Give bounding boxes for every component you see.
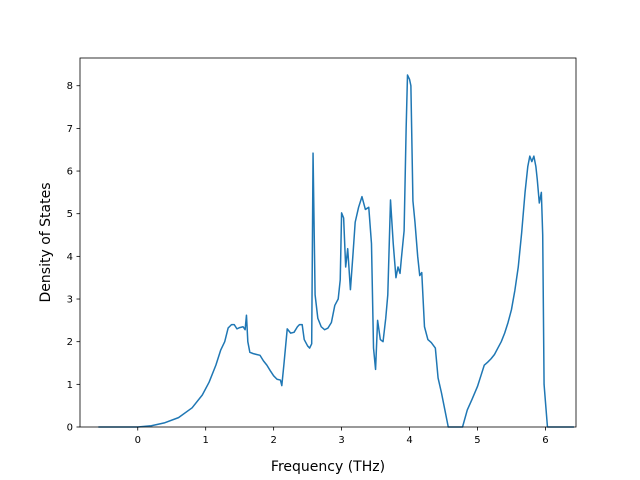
plot-area xyxy=(80,58,576,427)
y-tick-label: 1 xyxy=(67,380,73,391)
y-tick-label: 4 xyxy=(67,252,73,263)
x-tick-label: 1 xyxy=(203,435,209,446)
x-tick-label: 0 xyxy=(135,435,141,446)
series-layer xyxy=(98,74,574,428)
y-tick-label: 8 xyxy=(67,81,73,92)
x-axis-ticks: 0 1 2 3 4 5 6 xyxy=(135,427,549,446)
y-tick-label: 7 xyxy=(67,124,73,135)
axes-frame xyxy=(79,57,577,428)
y-axis-label: Density of States xyxy=(38,183,54,303)
y-tick-label: 0 xyxy=(67,423,73,434)
y-tick-label: 2 xyxy=(67,337,73,348)
x-tick-label: 2 xyxy=(270,435,276,446)
x-tick-label: 4 xyxy=(406,435,412,446)
x-axis-label: Frequency (THz) xyxy=(271,459,385,475)
x-tick-label: 3 xyxy=(338,435,344,446)
y-tick-label: 6 xyxy=(67,167,73,178)
y-axis-ticks: 0 1 2 3 4 5 6 7 8 xyxy=(67,81,80,434)
x-tick-label: 5 xyxy=(474,435,480,446)
x-tick-label: 6 xyxy=(542,435,548,446)
dos-line-series-0 xyxy=(98,74,574,428)
y-tick-label: 3 xyxy=(67,295,73,306)
y-tick-label: 5 xyxy=(67,209,73,220)
